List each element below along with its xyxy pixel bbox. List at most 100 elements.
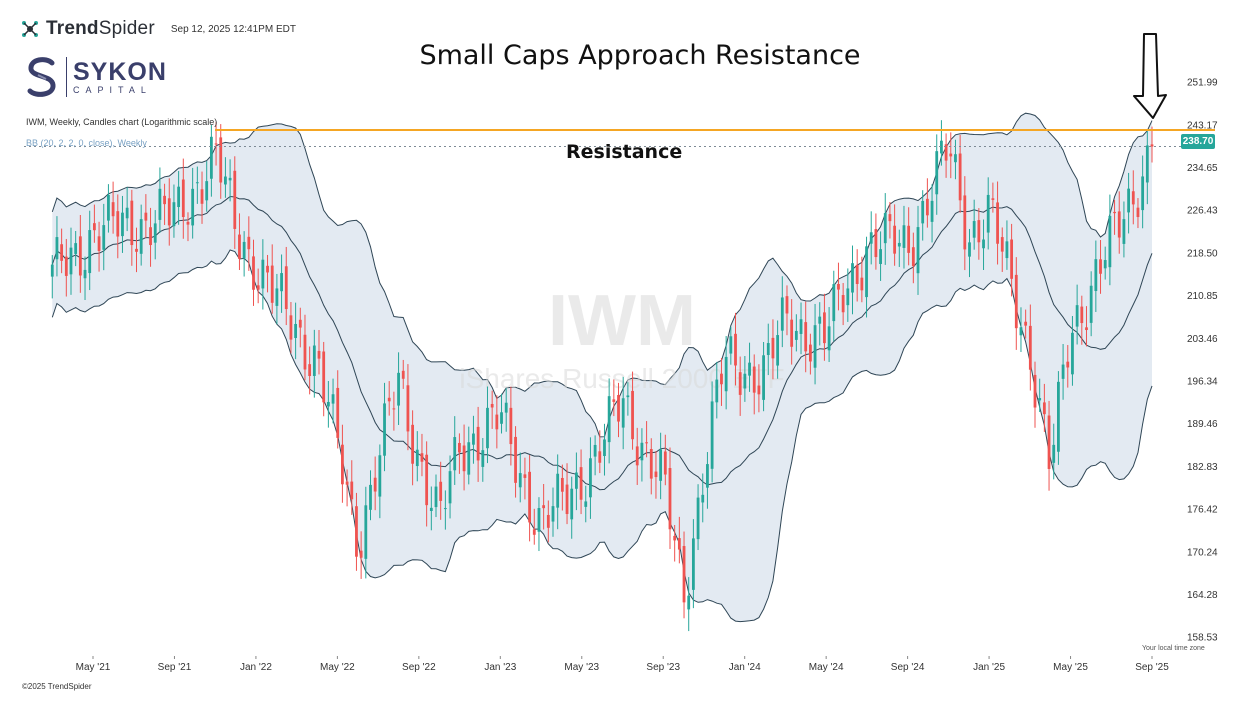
candle-body (518, 473, 522, 488)
candle-body (181, 179, 185, 218)
x-tick-label: May '25 (1053, 662, 1088, 673)
candle-body (1145, 145, 1149, 183)
candle-body (935, 151, 939, 195)
candle-body (490, 403, 494, 408)
candle-body (228, 177, 232, 181)
candle-body (252, 256, 255, 290)
candle-body (612, 399, 616, 402)
candle-body (626, 395, 630, 398)
candle-body (804, 322, 808, 352)
candle-body (341, 444, 344, 485)
candle-body (111, 202, 115, 217)
candle-body (294, 323, 298, 339)
candle-body (682, 546, 686, 603)
candle-body (64, 256, 68, 276)
y-tick-label: 158.53 (1187, 633, 1218, 644)
candle-body (1113, 211, 1116, 214)
candle-body (322, 351, 326, 403)
candle-body (940, 140, 943, 154)
candle-body (1075, 305, 1079, 327)
candle-body (631, 390, 634, 440)
candle-body (88, 230, 92, 274)
candle-body (808, 344, 812, 362)
candle-body (537, 508, 541, 532)
candle-body (865, 246, 868, 298)
sykon-s-icon (27, 57, 56, 97)
candle-body (500, 412, 503, 424)
candle-body (542, 505, 546, 509)
candle-body (598, 451, 602, 463)
candle-body (1052, 444, 1056, 463)
candle-body (312, 345, 316, 376)
trendspider-brand: TrendSpider Sep 12, 2025 12:41PM EDT (20, 18, 296, 40)
candle-body (420, 453, 424, 462)
y-tick-label: 251.99 (1187, 78, 1218, 89)
candle-body (1071, 332, 1074, 375)
candle-body (401, 370, 405, 379)
candle-body (406, 385, 410, 432)
candle-body (958, 153, 962, 201)
candle-body (326, 401, 330, 407)
candle-body (331, 394, 335, 404)
y-tick-label: 210.85 (1187, 291, 1218, 302)
candle-body (570, 488, 574, 520)
y-tick-label: 170.24 (1187, 547, 1218, 558)
candle-body (701, 494, 705, 503)
candle-body (97, 236, 101, 251)
candle-body (1108, 215, 1112, 268)
x-tick-label: Sep '23 (646, 662, 680, 673)
candle-body (1136, 207, 1140, 218)
candle-body (392, 408, 396, 410)
candle-body (986, 194, 990, 233)
candle-body (233, 170, 237, 229)
x-tick-label: Jan '25 (973, 662, 1005, 673)
candle-body (818, 316, 822, 324)
candle-body (1028, 325, 1032, 370)
candle-body (766, 343, 770, 355)
candle-body (691, 538, 695, 590)
y-tick-label: 164.28 (1187, 590, 1218, 601)
candle-body (429, 507, 433, 511)
candle-body (729, 336, 733, 354)
candle-body (841, 295, 845, 313)
candle-body (888, 214, 892, 222)
candle-body (411, 424, 415, 464)
y-tick-label: 234.65 (1187, 163, 1218, 174)
candle-body (780, 297, 784, 331)
candle-body (1089, 285, 1093, 323)
candle-body (364, 505, 368, 559)
candle-body (214, 143, 218, 145)
candle-body (144, 212, 148, 221)
candle-body (177, 186, 181, 208)
x-tick-label: Sep '24 (891, 662, 925, 673)
candle-body (486, 407, 489, 449)
candle-body (275, 288, 279, 306)
candle-body (743, 373, 747, 389)
candle-body (280, 273, 283, 292)
candle-body (710, 401, 714, 469)
candle-body (1033, 374, 1037, 408)
candle-body (635, 446, 639, 466)
chart-info-line: IWM, Weekly, Candles chart (Logarithmic … (26, 117, 218, 127)
snapshot-datetime: Sep 12, 2025 12:41PM EDT (170, 23, 296, 35)
candle-body (734, 333, 737, 366)
x-tick-label: Jan '24 (729, 662, 761, 673)
candle-body (472, 433, 475, 445)
candle-body (663, 451, 667, 475)
candle-body (336, 387, 340, 438)
candle-body (949, 153, 953, 157)
candle-body (345, 481, 349, 485)
candle-body (640, 442, 644, 461)
candle-body (589, 458, 592, 498)
logo-name: SYKON (73, 58, 167, 86)
candle-body (621, 398, 625, 428)
candle-body (603, 439, 606, 457)
candle-body (60, 244, 64, 261)
candle-body (893, 225, 897, 254)
candle-body (799, 319, 803, 334)
candle-body (1131, 191, 1135, 205)
candle-body (1010, 239, 1014, 279)
x-tick-label: Jan '22 (240, 662, 272, 673)
x-tick-label: Sep '22 (402, 662, 436, 673)
sykon-logo: SYKON CAPITAL (24, 55, 167, 99)
